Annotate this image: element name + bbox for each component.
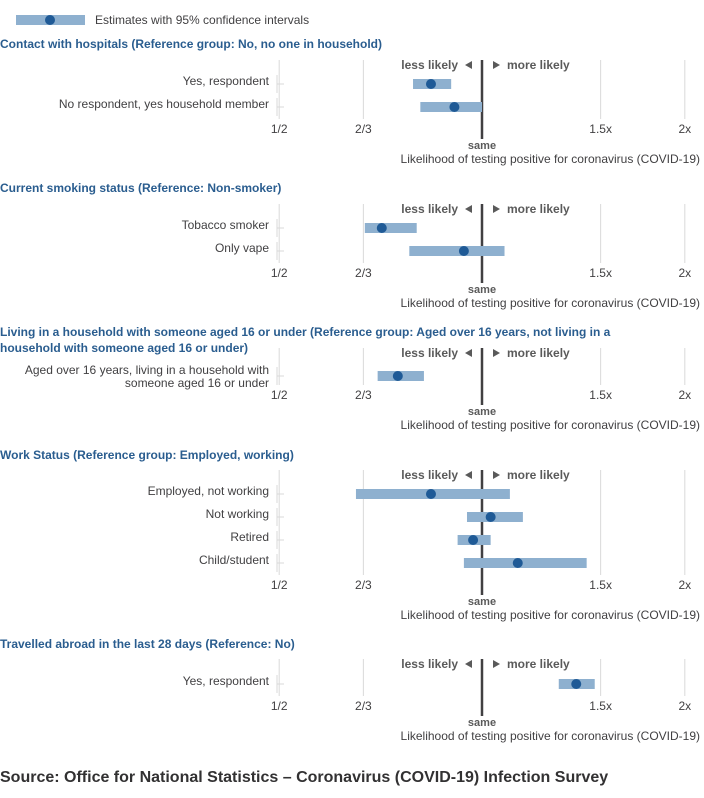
left-arrow-icon [465, 349, 472, 357]
row-label: Tobacco smoker [182, 218, 269, 232]
row-label: Retired [230, 530, 269, 544]
left-arrow-icon [465, 660, 472, 668]
tick-label: 1/2 [271, 699, 288, 713]
tick-label: 2x [678, 122, 691, 136]
less-likely-label: less likely [401, 468, 458, 482]
tick-label: 2x [678, 699, 691, 713]
row-label: Yes, respondent [183, 674, 270, 688]
tick-label: 1/2 [271, 578, 288, 592]
right-arrow-icon [493, 660, 500, 668]
estimate-point [512, 558, 523, 568]
tick-label: 1.5x [589, 699, 612, 713]
tick-label: 1.5x [589, 122, 612, 136]
less-likely-label: less likely [401, 58, 458, 72]
less-likely-label: less likely [401, 657, 458, 671]
right-arrow-icon [493, 61, 500, 69]
x-axis-title: Likelihood of testing positive for coron… [401, 296, 700, 310]
row-label: Aged over 16 years, living in a househol… [25, 363, 269, 377]
right-arrow-icon [493, 349, 500, 357]
ci-bar [409, 246, 505, 256]
x-axis-title: Likelihood of testing positive for coron… [401, 418, 700, 432]
row-label: someone aged 16 or under [125, 376, 269, 390]
tick-label: 1/2 [271, 122, 288, 136]
less-likely-label: less likely [401, 202, 458, 216]
estimate-point [458, 246, 469, 256]
tick-label: 2x [678, 578, 691, 592]
same-label: same [468, 284, 496, 296]
panel-title: Work Status (Reference group: Employed, … [0, 448, 294, 462]
same-label: same [468, 596, 496, 608]
tick-label: 2/3 [355, 699, 372, 713]
source-note: Source: Office for National Statistics –… [0, 769, 609, 786]
ci-bar [463, 558, 587, 568]
right-arrow-icon [493, 471, 500, 479]
more-likely-label: more likely [507, 58, 570, 72]
row-label: Not working [206, 507, 269, 521]
tick-label: 1.5x [589, 266, 612, 280]
same-label: same [468, 140, 496, 152]
panel-title: Current smoking status (Reference: Non-s… [0, 181, 281, 195]
more-likely-label: more likely [507, 657, 570, 671]
tick-label: 2x [678, 266, 691, 280]
legend-label: Estimates with 95% confidence intervals [95, 13, 309, 27]
estimate-point [571, 679, 582, 689]
x-axis-title: Likelihood of testing positive for coron… [401, 729, 700, 743]
tick-label: 2/3 [355, 578, 372, 592]
estimate-point [425, 489, 436, 499]
tick-label: 2/3 [355, 388, 372, 402]
ci-bar [364, 223, 417, 233]
estimate-point [425, 79, 436, 89]
row-label: Child/student [199, 553, 270, 567]
more-likely-label: more likely [507, 468, 570, 482]
tick-label: 1.5x [589, 388, 612, 402]
less-likely-label: less likely [401, 346, 458, 360]
panel-title: Travelled abroad in the last 28 days (Re… [0, 637, 295, 651]
same-label: same [468, 717, 496, 729]
row-label: No respondent, yes household member [59, 97, 269, 111]
x-axis-title: Likelihood of testing positive for coron… [401, 152, 700, 166]
estimate-point [449, 102, 460, 112]
legend-point-swatch [45, 15, 55, 25]
row-label: Yes, respondent [183, 74, 270, 88]
tick-label: 2/3 [355, 266, 372, 280]
panel-title: Contact with hospitals (Reference group:… [0, 37, 382, 51]
estimate-point [468, 535, 479, 545]
left-arrow-icon [465, 61, 472, 69]
tick-label: 2x [678, 388, 691, 402]
row-label: Only vape [215, 241, 269, 255]
tick-label: 1/2 [271, 266, 288, 280]
x-axis-title: Likelihood of testing positive for coron… [401, 608, 700, 622]
estimate-point [392, 371, 403, 381]
left-arrow-icon [465, 205, 472, 213]
panel-title: Living in a household with someone aged … [0, 325, 611, 339]
more-likely-label: more likely [507, 202, 570, 216]
same-label: same [468, 406, 496, 418]
more-likely-label: more likely [507, 346, 570, 360]
right-arrow-icon [493, 205, 500, 213]
panel-title: household with someone aged 16 or under) [0, 341, 248, 355]
left-arrow-icon [465, 471, 472, 479]
tick-label: 1/2 [271, 388, 288, 402]
tick-label: 1.5x [589, 578, 612, 592]
tick-label: 2/3 [355, 122, 372, 136]
estimate-point [376, 223, 387, 233]
estimate-point [485, 512, 496, 522]
row-label: Employed, not working [148, 484, 269, 498]
